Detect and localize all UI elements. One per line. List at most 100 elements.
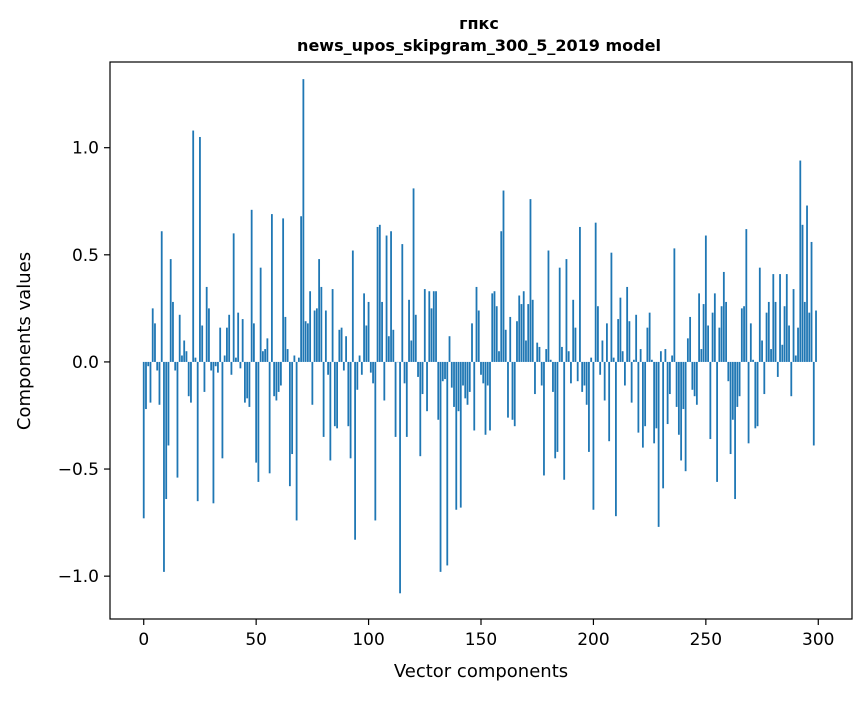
bar-component-118 <box>408 300 410 362</box>
bar-component-279 <box>770 349 772 362</box>
bar-component-66 <box>291 362 293 454</box>
bar-component-106 <box>381 302 383 362</box>
bar-component-270 <box>750 323 752 362</box>
x-tick-label: 200 <box>577 630 609 650</box>
y-tick-label: 0.0 <box>72 353 99 373</box>
bar-component-238 <box>678 362 680 435</box>
bar-component-178 <box>543 362 545 476</box>
bar-component-93 <box>352 251 354 362</box>
bar-component-97 <box>361 362 363 375</box>
bar-component-283 <box>779 274 781 362</box>
bar-component-291 <box>797 328 799 362</box>
bar-component-27 <box>204 362 206 392</box>
bar-component-165 <box>514 362 516 426</box>
bar-component-223 <box>644 362 646 426</box>
bar-component-101 <box>370 362 372 373</box>
bar-component-138 <box>453 362 455 407</box>
bar-component-55 <box>266 338 268 362</box>
bar-component-221 <box>640 349 642 362</box>
bar-component-174 <box>534 362 536 394</box>
bar-component-206 <box>606 323 608 362</box>
bar-component-288 <box>790 362 792 396</box>
bar-component-95 <box>356 362 358 390</box>
bar-component-287 <box>788 326 790 362</box>
bar-component-119 <box>410 341 412 362</box>
bar-component-192 <box>575 328 577 362</box>
bar-component-234 <box>669 362 671 394</box>
bar-component-14 <box>174 362 176 371</box>
bar-component-246 <box>696 362 698 405</box>
bar-component-190 <box>570 362 572 383</box>
bar-component-125 <box>424 289 426 362</box>
bar-component-225 <box>649 313 651 362</box>
bar-component-245 <box>694 362 696 396</box>
bar-component-218 <box>633 360 635 362</box>
bar-component-227 <box>653 362 655 443</box>
bar-component-154 <box>489 362 491 431</box>
bar-component-155 <box>491 293 493 362</box>
bar-component-4 <box>152 308 154 362</box>
bar-component-7 <box>159 362 161 405</box>
bar-component-54 <box>264 349 266 362</box>
bar-component-13 <box>172 302 174 362</box>
bar-component-257 <box>721 306 723 362</box>
bar-component-115 <box>401 244 403 362</box>
bar-component-40 <box>233 233 235 362</box>
bar-component-170 <box>525 341 527 362</box>
bar-component-62 <box>282 218 284 362</box>
bar-component-213 <box>622 351 624 362</box>
bar-component-208 <box>611 253 613 362</box>
bar-component-29 <box>208 308 210 362</box>
bar-component-38 <box>228 315 230 362</box>
bar-component-74 <box>309 291 311 362</box>
bar-component-37 <box>226 328 228 362</box>
bar-component-105 <box>379 225 381 362</box>
bar-component-2 <box>147 362 149 366</box>
bar-component-42 <box>237 313 239 362</box>
x-tick-label: 250 <box>690 630 722 650</box>
bar-component-222 <box>642 362 644 448</box>
bar-component-128 <box>431 308 433 362</box>
bar-component-65 <box>289 362 291 486</box>
bar-component-276 <box>763 362 765 394</box>
bar-component-77 <box>316 308 318 362</box>
bar-component-237 <box>676 362 678 407</box>
bar-component-205 <box>604 362 606 401</box>
bar-component-292 <box>799 161 801 362</box>
y-tick-label: 1.0 <box>72 139 99 159</box>
bar-component-199 <box>590 358 592 362</box>
bar-component-87 <box>338 330 340 362</box>
bar-component-273 <box>757 362 759 426</box>
bar-component-92 <box>350 362 352 458</box>
bar-component-103 <box>374 362 376 521</box>
bar-component-141 <box>460 362 462 508</box>
bar-component-166 <box>516 321 518 362</box>
bar-component-21 <box>190 362 192 403</box>
bar-component-51 <box>258 362 260 482</box>
bar-component-204 <box>602 341 604 362</box>
bar-component-193 <box>577 362 579 381</box>
bar-component-252 <box>709 362 711 439</box>
bar-component-76 <box>314 311 316 362</box>
bar-component-185 <box>559 268 561 362</box>
bar-component-280 <box>772 274 774 362</box>
bar-component-242 <box>687 338 689 362</box>
bar-component-286 <box>786 274 788 362</box>
bar-component-39 <box>231 362 233 375</box>
bar-component-183 <box>554 362 556 458</box>
bar-component-274 <box>759 268 761 362</box>
bar-component-25 <box>199 137 201 362</box>
bar-component-151 <box>482 362 484 383</box>
bar-component-194 <box>579 227 581 362</box>
bar-component-214 <box>624 362 626 386</box>
bar-component-267 <box>743 306 745 362</box>
bar-component-216 <box>629 321 631 362</box>
bar-component-264 <box>736 362 738 407</box>
bar-component-282 <box>777 362 779 377</box>
bar-component-80 <box>323 362 325 437</box>
bar-component-195 <box>581 362 583 392</box>
bar-component-43 <box>240 362 242 368</box>
bar-component-210 <box>615 362 617 516</box>
bar-component-98 <box>363 293 365 362</box>
x-tick-label: 300 <box>802 630 834 650</box>
